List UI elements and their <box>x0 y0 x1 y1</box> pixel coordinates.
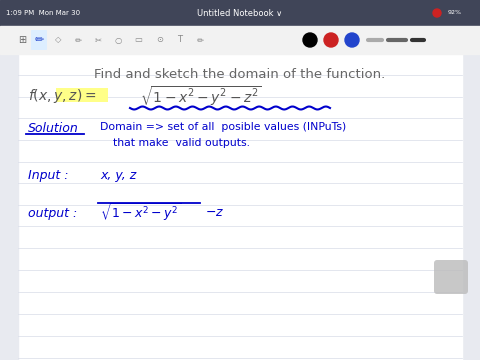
Text: Solution: Solution <box>28 122 79 135</box>
Text: Find and sketch the domain of the function.: Find and sketch the domain of the functi… <box>95 68 385 81</box>
FancyBboxPatch shape <box>31 30 47 50</box>
Bar <box>0 0 480 26</box>
Text: 1:09 PM  Mon Mar 30: 1:09 PM Mon Mar 30 <box>6 10 80 16</box>
Text: Untitled Notebook ∨: Untitled Notebook ∨ <box>197 9 283 18</box>
Circle shape <box>324 33 338 47</box>
Text: ⊙: ⊙ <box>156 36 164 45</box>
Text: ✏: ✏ <box>74 36 82 45</box>
Text: ○: ○ <box>114 36 121 45</box>
FancyBboxPatch shape <box>56 88 108 102</box>
Circle shape <box>433 9 441 17</box>
Text: $- z$: $- z$ <box>205 207 224 220</box>
Text: $\sqrt{1 - x^2 - y^2}$: $\sqrt{1 - x^2 - y^2}$ <box>100 202 181 224</box>
Text: ✂: ✂ <box>95 36 101 45</box>
Text: $f(x, y, z) =$: $f(x, y, z) =$ <box>28 87 96 105</box>
Bar <box>0 54 18 360</box>
Text: ⊞: ⊞ <box>18 35 26 45</box>
Text: ◇: ◇ <box>55 36 61 45</box>
Bar <box>18 54 462 360</box>
Text: output :: output : <box>28 207 77 220</box>
Text: Domain => set of all  posible values (INPuTs): Domain => set of all posible values (INP… <box>100 122 346 132</box>
Text: ✏: ✏ <box>196 36 204 45</box>
Text: T: T <box>178 36 182 45</box>
Text: x, y, z: x, y, z <box>100 168 136 181</box>
FancyBboxPatch shape <box>434 260 468 294</box>
Text: ✏: ✏ <box>34 35 44 45</box>
Circle shape <box>345 33 359 47</box>
Circle shape <box>303 33 317 47</box>
Text: that make  valid outputs.: that make valid outputs. <box>113 138 250 148</box>
Text: $\sqrt{1 - x^2 - y^2 - z^2}$: $\sqrt{1 - x^2 - y^2 - z^2}$ <box>140 84 262 108</box>
Bar <box>0 26 480 54</box>
Text: 92%: 92% <box>448 10 462 15</box>
Text: Input :: Input : <box>28 168 69 181</box>
Text: ▭: ▭ <box>134 36 142 45</box>
